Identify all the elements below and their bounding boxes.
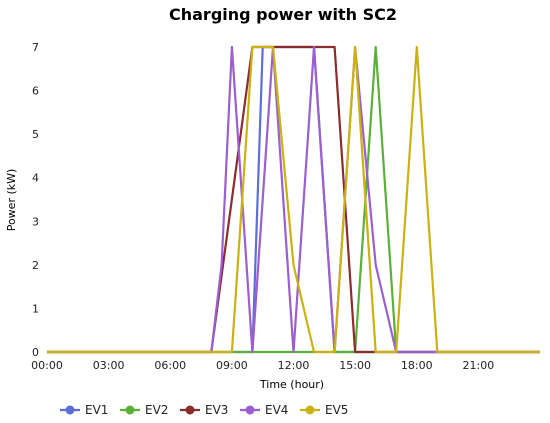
x-axis-label: Time (hour) xyxy=(259,378,324,391)
legend-marker xyxy=(125,405,135,415)
y-axis-ticks: 0 1 2 3 4 5 6 7 xyxy=(32,41,39,359)
y-tick-label: 6 xyxy=(32,85,39,98)
x-tick-label: 12:00 xyxy=(278,359,310,372)
x-tick-label: 03:00 xyxy=(93,359,125,372)
y-axis-label: Power (kW) xyxy=(5,169,18,232)
y-tick-label: 5 xyxy=(32,128,39,141)
series-line-ev2 xyxy=(47,45,540,354)
legend-item-ev5[interactable]: EV5 xyxy=(300,403,348,417)
legend-label: EV2 xyxy=(145,403,168,417)
legend: EV1 EV2 EV3 EV4 EV5 xyxy=(60,403,348,417)
series-lines xyxy=(47,45,540,354)
legend-label: EV1 xyxy=(85,403,108,417)
legend-marker xyxy=(305,405,315,415)
legend-label: EV3 xyxy=(205,403,228,417)
series-line-ev5 xyxy=(47,45,540,354)
legend-label: EV4 xyxy=(265,403,288,417)
legend-marker xyxy=(245,405,255,415)
y-tick-label: 2 xyxy=(32,259,39,272)
y-tick-label: 1 xyxy=(32,302,39,315)
legend-item-ev2[interactable]: EV2 xyxy=(120,403,168,417)
x-tick-label: 18:00 xyxy=(401,359,433,372)
x-tick-label: 21:00 xyxy=(463,359,495,372)
x-tick-label: 06:00 xyxy=(154,359,186,372)
legend-label: EV5 xyxy=(325,403,348,417)
series-line-ev4 xyxy=(47,45,540,354)
series-line-ev1 xyxy=(47,45,540,354)
y-tick-label: 4 xyxy=(32,172,39,185)
x-tick-label: 15:00 xyxy=(339,359,371,372)
legend-marker xyxy=(185,405,195,415)
x-tick-label: 09:00 xyxy=(216,359,248,372)
series-line-ev3 xyxy=(47,45,540,354)
legend-item-ev1[interactable]: EV1 xyxy=(60,403,108,417)
y-tick-label: 0 xyxy=(32,346,39,359)
legend-item-ev3[interactable]: EV3 xyxy=(180,403,228,417)
x-axis-ticks: 00:00 03:00 06:00 09:00 12:00 15:00 18:00 21:00 xyxy=(31,359,494,372)
y-tick-label: 3 xyxy=(32,215,39,228)
y-tick-label: 7 xyxy=(32,41,39,54)
x-tick-label: 00:00 xyxy=(31,359,63,372)
legend-marker xyxy=(65,405,75,415)
legend-item-ev4[interactable]: EV4 xyxy=(240,403,288,417)
chart-title: Charging power with SC2 xyxy=(169,5,397,24)
